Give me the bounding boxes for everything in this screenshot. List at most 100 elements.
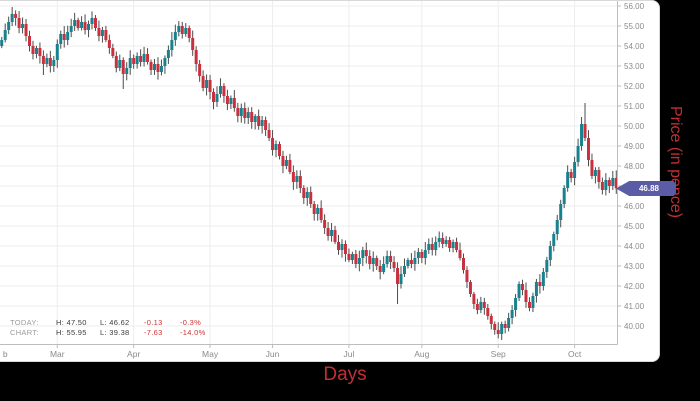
candle-body (128, 58, 132, 68)
plot-area[interactable]: 40.0041.0042.0043.0044.0045.0046.0047.00… (0, 1, 652, 361)
candle-body (486, 308, 490, 316)
candle-body (170, 40, 174, 50)
candle-wick (584, 103, 586, 142)
candle-body (156, 64, 160, 72)
candle-body (465, 270, 469, 282)
candle-body (371, 258, 375, 264)
candle-body (364, 250, 368, 256)
candle-body (361, 250, 365, 258)
candle-body (212, 92, 216, 102)
candle-body (455, 242, 459, 250)
candle-body (21, 24, 25, 28)
y-axis-labels: 40.0041.0042.0043.0044.0045.0046.0047.00… (617, 2, 645, 331)
candle-body (28, 36, 32, 46)
candle-body (225, 96, 229, 104)
candle-body (583, 124, 587, 138)
candle-body (514, 298, 518, 310)
candle-body (302, 188, 306, 198)
candle-body (90, 18, 94, 24)
candle-body (52, 60, 56, 66)
candle-body (257, 116, 261, 126)
candle-body (232, 98, 236, 108)
candle-body (163, 58, 167, 66)
candle-body (451, 242, 455, 248)
candle-body (114, 56, 118, 68)
candle-body (3, 30, 7, 40)
candle-body (416, 252, 420, 258)
candle-body (448, 240, 452, 248)
legend-row-today: TODAY: H: 47.50 L: 46.62 -0.13 -0.3% (10, 318, 216, 328)
candle-body (402, 266, 406, 274)
candle-body (472, 294, 476, 304)
candle-body (201, 76, 205, 88)
y-tick-label: 40.00 (624, 322, 645, 331)
candle-body (239, 108, 243, 116)
candle-body (378, 266, 382, 272)
candle-body (7, 22, 11, 30)
candle-body (531, 296, 535, 308)
candle-body (107, 40, 111, 48)
candle-body (468, 282, 472, 294)
candle-body (337, 242, 341, 250)
candle-body (80, 22, 84, 28)
candle-body (347, 254, 351, 260)
x-axis-title: Days (323, 364, 367, 385)
candle-body (205, 80, 209, 88)
candle-body (597, 170, 601, 182)
x-tick-label: Oct (568, 349, 582, 359)
candle-body (437, 238, 441, 242)
chart-panel: 40.0041.0042.0043.0044.0045.0046.0047.00… (0, 0, 676, 362)
candle-body (284, 160, 288, 166)
candle-body (76, 20, 80, 28)
candle-body (159, 66, 163, 72)
candle-body (527, 302, 531, 308)
candle-body (611, 178, 615, 186)
candle-body (194, 50, 198, 64)
x-tick-label: Apr (127, 349, 140, 359)
candle-body (482, 302, 486, 308)
candle-body (396, 268, 400, 284)
candle-body (243, 108, 247, 118)
candle-body (260, 120, 264, 126)
candle-body (600, 182, 604, 190)
candle-body (541, 272, 545, 286)
candle-body (312, 204, 316, 214)
chart-change-pct: -14.0% (180, 328, 206, 337)
candle-body (277, 144, 281, 156)
today-low-value: L: 46.62 (100, 318, 130, 327)
candle-body (569, 172, 573, 178)
candle-body (149, 62, 153, 70)
candle-body (614, 178, 618, 189)
candle-body (354, 254, 358, 264)
candle-body (87, 24, 91, 30)
candle-body (135, 56, 139, 64)
candle-body (507, 318, 511, 328)
candle-body (357, 258, 361, 264)
candle-body (489, 316, 493, 324)
candle-body (423, 250, 427, 258)
x-axis-labels: b Mar Apr May Jun Jul Aug Sep Oct (3, 344, 582, 359)
candle-body (340, 244, 344, 250)
candle-body (222, 86, 226, 96)
today-change-value: -0.13 (144, 318, 163, 327)
candle-body (93, 18, 97, 28)
candle-body (208, 80, 212, 92)
candle-body (413, 258, 417, 264)
candle-body (427, 244, 431, 250)
candle-body (343, 244, 347, 254)
candle-body (562, 188, 566, 204)
chart-legend: TODAY: H: 47.50 L: 46.62 -0.13 -0.3% CHA… (10, 318, 216, 338)
candle-body (500, 324, 504, 334)
y-tick-label: 48.00 (624, 162, 645, 171)
y-tick-label: 41.00 (624, 302, 645, 311)
candle-body (510, 310, 514, 318)
candle-body (139, 56, 143, 62)
candle-body (326, 228, 330, 236)
candle-body (607, 180, 611, 186)
last-price-badge: 46.88 (616, 181, 676, 196)
candle-body (191, 38, 195, 50)
candle-body (236, 108, 240, 116)
candle-body (323, 220, 327, 228)
candle-body (444, 240, 448, 244)
price-chart-canvas[interactable]: 40.0041.0042.0043.0044.0045.0046.0047.00… (0, 1, 652, 361)
